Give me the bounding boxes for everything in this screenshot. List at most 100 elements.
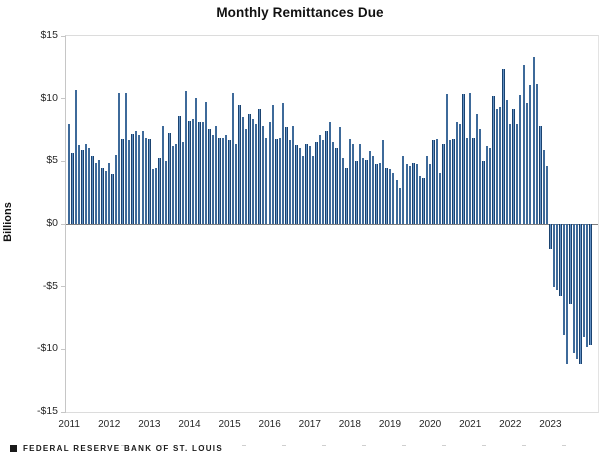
x-tick-label-2012: 2012 bbox=[98, 419, 121, 430]
bar-month-38 bbox=[191, 118, 194, 224]
source-square-icon bbox=[10, 445, 17, 452]
bar-month-88 bbox=[358, 143, 362, 224]
bar-month-16 bbox=[118, 93, 121, 224]
bar-month-109 bbox=[428, 164, 432, 224]
bar-month-93 bbox=[375, 164, 378, 224]
bar-month-55 bbox=[248, 114, 251, 224]
bar-month-69 bbox=[295, 145, 298, 224]
bar-month-12 bbox=[104, 171, 108, 224]
bar-month-111 bbox=[435, 138, 438, 224]
bar-month-3 bbox=[74, 89, 77, 224]
bar-month-119 bbox=[462, 93, 465, 224]
x-minor-tick bbox=[201, 445, 206, 446]
bar-month-129 bbox=[495, 109, 499, 224]
bar-month-59 bbox=[261, 125, 265, 224]
x-tick-label-2020: 2020 bbox=[418, 419, 442, 430]
bar-month-83 bbox=[342, 158, 345, 224]
bar-month-120 bbox=[465, 137, 468, 224]
bar-month-45 bbox=[215, 125, 218, 224]
bar-month-89 bbox=[362, 158, 365, 224]
bar-month-57 bbox=[255, 123, 258, 224]
zero-baseline bbox=[66, 223, 598, 225]
bar-month-156 bbox=[586, 224, 589, 347]
bar-month-18 bbox=[124, 93, 128, 224]
bar-month-24 bbox=[144, 137, 148, 224]
bar-month-141 bbox=[535, 83, 539, 224]
bar-month-63 bbox=[275, 138, 278, 224]
bar-month-6 bbox=[84, 143, 87, 224]
bar-month-126 bbox=[485, 146, 489, 224]
x-minor-tick bbox=[121, 445, 126, 446]
bar-month-2 bbox=[71, 153, 74, 224]
bar-month-20 bbox=[131, 133, 134, 224]
bar-month-151 bbox=[569, 224, 572, 305]
bar-month-117 bbox=[455, 122, 458, 224]
bar-month-47 bbox=[221, 137, 225, 224]
bar-month-44 bbox=[211, 135, 214, 224]
x-minor-tick bbox=[442, 445, 447, 446]
bar-month-157 bbox=[589, 224, 592, 345]
bar-month-48 bbox=[225, 135, 228, 224]
bar-month-115 bbox=[448, 140, 452, 224]
bar-month-75 bbox=[315, 141, 318, 224]
x-tick-label-2011: 2011 bbox=[58, 419, 80, 430]
bar-month-72 bbox=[305, 143, 308, 224]
bar-month-56 bbox=[251, 118, 255, 224]
bar-month-145 bbox=[549, 224, 552, 250]
bar-month-79 bbox=[328, 122, 331, 224]
bar-month-53 bbox=[241, 117, 245, 224]
bar-month-1 bbox=[68, 123, 71, 224]
x-tick-label-2013: 2013 bbox=[138, 419, 161, 430]
bar-month-106 bbox=[418, 176, 422, 224]
bar-month-101 bbox=[402, 156, 405, 224]
bar-month-32 bbox=[171, 146, 174, 224]
x-tick-label-2015: 2015 bbox=[218, 419, 241, 430]
bar-month-87 bbox=[355, 161, 358, 224]
x-tick-label-2017: 2017 bbox=[298, 419, 321, 430]
bar-month-9 bbox=[94, 163, 98, 224]
bar-month-140 bbox=[532, 57, 535, 224]
bar-month-27 bbox=[154, 167, 158, 224]
bar-month-76 bbox=[318, 135, 321, 224]
bar-month-91 bbox=[368, 151, 372, 224]
bar-month-46 bbox=[218, 137, 221, 224]
source-attribution: FEDERAL RESERVE BANK OF ST. LOUIS bbox=[10, 444, 223, 453]
bar-month-149 bbox=[562, 224, 565, 335]
bar-month-37 bbox=[188, 121, 191, 224]
bar-month-74 bbox=[311, 156, 315, 224]
bar-month-11 bbox=[101, 167, 104, 224]
bar-month-147 bbox=[555, 224, 559, 290]
y-tick-mark bbox=[61, 286, 66, 288]
bar-month-10 bbox=[98, 160, 101, 224]
bar-month-94 bbox=[378, 163, 382, 224]
bar-month-50 bbox=[231, 93, 235, 224]
bar-month-43 bbox=[208, 128, 211, 224]
x-tick-label-2014: 2014 bbox=[178, 419, 201, 430]
bar-month-30 bbox=[164, 161, 168, 224]
bar-month-77 bbox=[321, 140, 325, 224]
bar-month-132 bbox=[505, 99, 509, 224]
y-tick-mark bbox=[61, 35, 66, 37]
bar-month-124 bbox=[479, 128, 482, 224]
bar-month-144 bbox=[545, 166, 549, 224]
bar-month-22 bbox=[138, 135, 141, 224]
bar-month-31 bbox=[168, 132, 171, 224]
x-tick-label-2022: 2022 bbox=[499, 419, 522, 430]
bar-month-8 bbox=[91, 156, 94, 224]
bar-month-70 bbox=[298, 148, 301, 224]
x-tick-label-2019: 2019 bbox=[378, 419, 402, 430]
bar-month-134 bbox=[512, 108, 515, 224]
bar-month-49 bbox=[228, 140, 231, 224]
x-tick-label-2021: 2021 bbox=[459, 419, 482, 430]
bar-month-67 bbox=[288, 140, 291, 224]
bar-month-19 bbox=[128, 140, 131, 224]
bar-month-86 bbox=[352, 143, 355, 224]
x-minor-tick bbox=[522, 445, 527, 446]
bar-month-14 bbox=[111, 174, 114, 224]
bar-month-127 bbox=[489, 148, 492, 224]
bar-month-62 bbox=[271, 104, 275, 224]
bar-month-13 bbox=[108, 163, 111, 224]
bar-month-90 bbox=[365, 160, 368, 224]
bar-month-71 bbox=[301, 156, 305, 224]
bar-month-150 bbox=[565, 224, 569, 365]
